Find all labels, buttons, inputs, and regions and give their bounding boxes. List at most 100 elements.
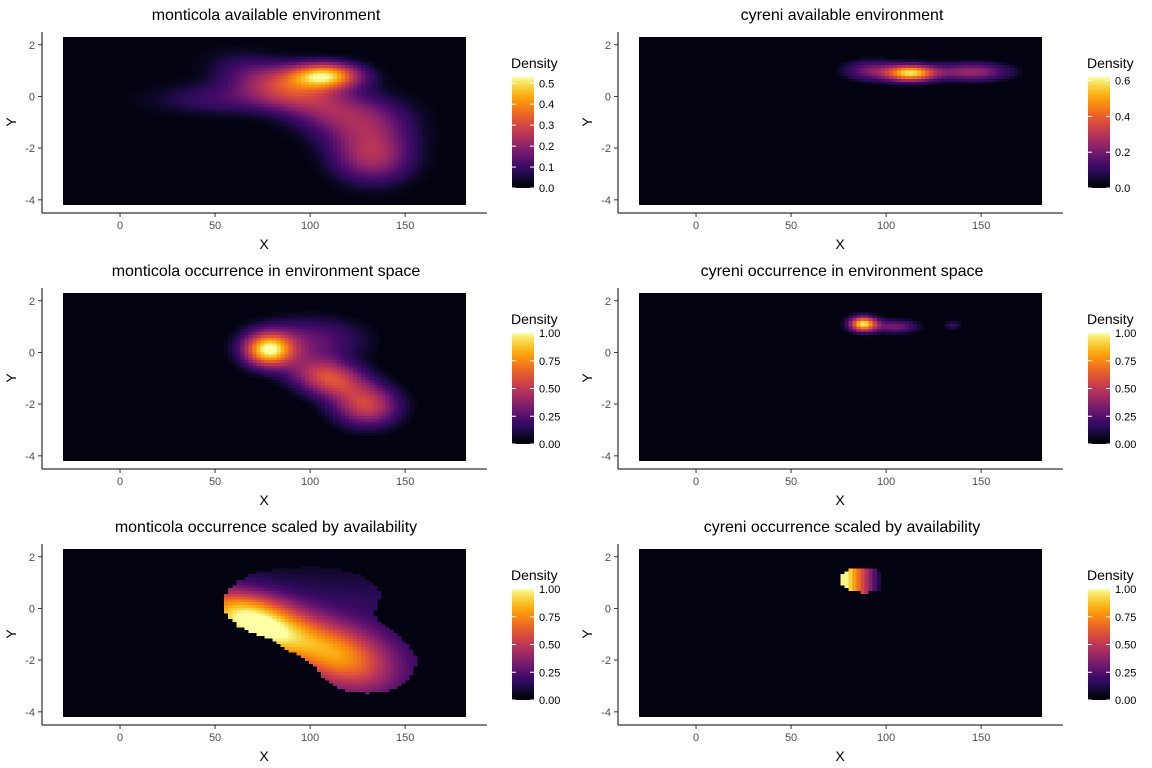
x-axis-label: X xyxy=(259,748,269,764)
x-tick-label: 50 xyxy=(209,732,221,744)
x-tick-label: 0 xyxy=(117,476,123,488)
chart-title: monticola occurrence scaled by availabil… xyxy=(115,519,417,536)
x-tick-label: 100 xyxy=(877,732,895,744)
legend-title: Density xyxy=(1087,55,1134,71)
legend-tick-label: 0.75 xyxy=(539,356,560,368)
legend-tick-label: 1.00 xyxy=(539,584,560,596)
density-raster xyxy=(63,37,466,205)
legend-tick-label: 0.4 xyxy=(1115,111,1130,123)
y-tick-label: 0 xyxy=(29,347,35,359)
chart-title: monticola available environment xyxy=(152,7,381,24)
chart-title: cyreni available environment xyxy=(741,7,944,24)
x-axis-label: X xyxy=(835,492,845,508)
y-tick-label: 2 xyxy=(29,296,35,308)
y-tick-label: 0 xyxy=(605,603,611,615)
legend-colorbar xyxy=(1088,333,1110,444)
legend-tick-label: 0.50 xyxy=(539,384,560,396)
legend-tick-label: 0.2 xyxy=(539,141,554,153)
chart-svg: cyreni occurrence in environment space 0 5… xyxy=(579,263,1136,508)
chart-title: cyreni occurrence scaled by availability xyxy=(704,519,981,536)
legend-tick-label: 0.00 xyxy=(1115,695,1136,707)
legend-colorbar xyxy=(512,333,534,444)
legend-tick-label: 0.25 xyxy=(1115,411,1136,423)
legend-tick-label: 0.75 xyxy=(539,612,560,624)
chart-svg: cyreni available environment 0 50 100 150 2 0 -… xyxy=(579,7,1134,252)
chart-svg: monticola occurrence in environment spac… xyxy=(3,263,560,508)
x-tick-label: 100 xyxy=(301,476,319,488)
legend-tick-label: 0.75 xyxy=(1115,612,1136,624)
legend-tick-label: 0.2 xyxy=(1115,147,1130,159)
legend-tick-label: 0.6 xyxy=(1115,76,1130,88)
chart-panel-4: cyreni occurrence in environment space 0 5… xyxy=(576,256,1152,512)
legend-tick-label: 0.75 xyxy=(1115,356,1136,368)
legend-tick-label: 0.0 xyxy=(1115,183,1130,195)
legend-colorbar xyxy=(1088,77,1110,188)
legend-tick-label: 0.50 xyxy=(1115,640,1136,652)
legend-tick-label: 0.50 xyxy=(539,640,560,652)
y-tick-label: -4 xyxy=(25,195,35,207)
y-tick-label: -4 xyxy=(25,451,35,463)
y-tick-label: 2 xyxy=(605,552,611,564)
x-axis-label: X xyxy=(259,492,269,508)
legend-tick-label: 0.3 xyxy=(539,120,554,132)
chart-panel-2: cyreni available environment 0 50 100 150 2 0 -… xyxy=(576,0,1152,256)
x-tick-label: 100 xyxy=(877,220,895,232)
x-tick-label: 0 xyxy=(693,476,699,488)
x-tick-label: 150 xyxy=(396,732,414,744)
legend-tick-label: 0.50 xyxy=(1115,384,1136,396)
legend-colorbar xyxy=(1088,589,1110,700)
y-axis-label: Y xyxy=(3,373,19,383)
x-tick-label: 100 xyxy=(877,476,895,488)
y-tick-label: -4 xyxy=(601,451,611,463)
density-raster xyxy=(63,549,466,717)
y-axis-label: Y xyxy=(579,117,595,127)
x-tick-label: 0 xyxy=(117,220,123,232)
x-tick-label: 0 xyxy=(693,220,699,232)
y-axis-label: Y xyxy=(3,117,19,127)
y-tick-label: -2 xyxy=(601,655,611,667)
x-tick-label: 150 xyxy=(972,220,990,232)
legend-tick-label: 0.5 xyxy=(539,78,554,90)
legend-colorbar xyxy=(512,77,534,188)
x-tick-label: 50 xyxy=(209,476,221,488)
y-tick-label: -4 xyxy=(25,707,35,719)
legend-tick-label: 1.00 xyxy=(1115,328,1136,340)
legend-tick-label: 0.1 xyxy=(539,162,554,174)
density-raster xyxy=(639,293,1042,461)
y-tick-label: -2 xyxy=(25,143,35,155)
legend-tick-label: 1.00 xyxy=(1115,584,1136,596)
x-axis-label: X xyxy=(835,748,845,764)
density-raster xyxy=(63,293,466,461)
legend-title: Density xyxy=(511,55,558,71)
y-tick-label: -2 xyxy=(601,399,611,411)
legend-title: Density xyxy=(511,567,558,583)
legend-colorbar xyxy=(512,589,534,700)
y-tick-label: -2 xyxy=(601,143,611,155)
density-raster xyxy=(639,549,1042,717)
y-axis-label: Y xyxy=(3,629,19,639)
y-tick-label: -4 xyxy=(601,195,611,207)
x-tick-label: 50 xyxy=(785,476,797,488)
legend-tick-label: 0.00 xyxy=(1115,439,1136,451)
legend-tick-label: 0.0 xyxy=(539,183,554,195)
x-tick-label: 100 xyxy=(301,220,319,232)
legend-tick-label: 0.4 xyxy=(539,99,554,111)
x-tick-label: 150 xyxy=(396,476,414,488)
chart-panel-3: monticola occurrence in environment spac… xyxy=(0,256,576,512)
x-tick-label: 50 xyxy=(785,732,797,744)
chart-svg: monticola occurrence scaled by availabil… xyxy=(3,519,560,764)
legend-title: Density xyxy=(511,311,558,327)
y-tick-label: -4 xyxy=(601,707,611,719)
x-tick-label: 0 xyxy=(117,732,123,744)
legend-tick-label: 1.00 xyxy=(539,328,560,340)
density-raster xyxy=(639,37,1042,205)
chart-svg: monticola available environment 0 50 100 150… xyxy=(3,7,558,252)
y-tick-label: 2 xyxy=(29,40,35,52)
y-tick-label: -2 xyxy=(25,655,35,667)
x-axis-label: X xyxy=(259,236,269,252)
y-tick-label: 2 xyxy=(29,552,35,564)
y-axis-label: Y xyxy=(579,629,595,639)
x-tick-label: 150 xyxy=(972,732,990,744)
legend-title: Density xyxy=(1087,311,1134,327)
